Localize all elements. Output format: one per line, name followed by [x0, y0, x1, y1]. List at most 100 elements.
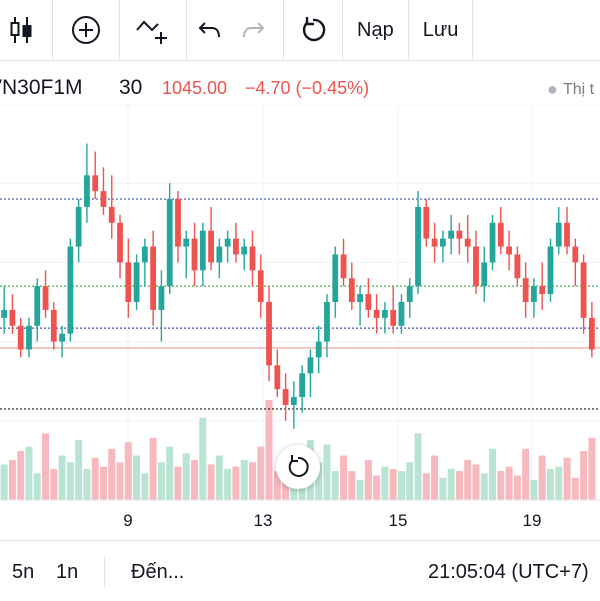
- candle-body: [166, 199, 173, 287]
- x-axis-tick-label: 9: [123, 511, 132, 530]
- volume-bar: [50, 468, 58, 500]
- candle-body: [1, 309, 8, 318]
- top-toolbar: Nạp Lưu: [0, 0, 600, 61]
- volume-bar: [397, 471, 405, 500]
- candle-body: [456, 230, 463, 239]
- candle-body: [431, 238, 438, 247]
- add-indicator-icon[interactable]: [53, 0, 119, 60]
- candle-body: [348, 278, 355, 302]
- toolbar-divider: [283, 0, 284, 60]
- clock-timezone[interactable]: 21:05:04 (UTC+7): [428, 561, 589, 583]
- market-status: Thị t: [563, 81, 595, 98]
- x-axis-tick-label: 15: [389, 511, 408, 530]
- candle-body: [117, 222, 123, 263]
- reset-view-icon: [288, 455, 309, 477]
- volume-bar: [431, 455, 439, 500]
- market-status-dot-icon: ●: [547, 79, 558, 99]
- volume-bar: [513, 475, 521, 500]
- reload-button[interactable]: Nạp: [357, 18, 394, 41]
- go-to-date-button[interactable]: Đến...: [131, 561, 185, 583]
- toolbar-divider: [407, 0, 409, 60]
- volume-bar: [530, 480, 538, 500]
- price-change: −4.70 (−0.45%): [245, 78, 370, 98]
- volume-bar: [455, 471, 463, 500]
- candle-body: [266, 302, 272, 366]
- volume-bar: [25, 446, 33, 500]
- candle-body: [216, 246, 223, 263]
- redo-icon[interactable]: [233, 0, 273, 60]
- volume-bar: [265, 400, 273, 500]
- volume-bar: [248, 462, 256, 500]
- volume-bar: [207, 464, 215, 500]
- candle-body: [92, 175, 99, 192]
- toolbar-divider: [52, 0, 53, 60]
- volume-bar: [563, 457, 571, 500]
- volume-bar: [406, 462, 414, 500]
- volume-bar: [389, 468, 397, 500]
- volume-bar: [116, 462, 124, 500]
- volume-bar: [83, 468, 91, 500]
- candle-body: [34, 286, 41, 326]
- range-1d-button[interactable]: 1n: [56, 561, 79, 583]
- volume-bar: [58, 455, 66, 500]
- toolbar-divider: [119, 0, 120, 60]
- candle-body: [199, 230, 206, 271]
- volume-bar: [282, 475, 290, 500]
- reset-chart-button[interactable]: [276, 445, 320, 489]
- horizontal-lines: [0, 198, 600, 410]
- save-button[interactable]: Lưu: [422, 18, 459, 41]
- candle-body: [423, 206, 430, 239]
- volume-bar: [522, 448, 530, 500]
- candle-body: [514, 254, 521, 279]
- volume-bar: [472, 464, 480, 500]
- indicators-icon[interactable]: [120, 0, 186, 60]
- candle-body: [67, 246, 74, 334]
- range-5d-button[interactable]: 5n: [12, 561, 35, 583]
- candle-body: [473, 246, 479, 287]
- candle-body: [59, 333, 65, 342]
- volume-bar: [17, 451, 25, 500]
- volume-bar: [215, 455, 223, 500]
- candle-body: [547, 246, 554, 295]
- candle-body: [26, 325, 32, 350]
- symbol-name[interactable]: VN30F1M: [0, 76, 83, 99]
- volume-bar: [141, 473, 149, 500]
- candle-body: [448, 230, 455, 239]
- candle-body: [158, 286, 165, 310]
- last-price: 1045.00: [162, 78, 228, 98]
- candle-body: [241, 246, 248, 255]
- candle-body: [141, 246, 148, 263]
- candle-body: [233, 238, 239, 255]
- volume-bar: [464, 460, 472, 500]
- candle-body: [555, 222, 562, 247]
- volume-bar: [166, 446, 174, 500]
- candle-body: [464, 238, 471, 247]
- volume-bar: [149, 437, 157, 500]
- volume-bar: [257, 446, 265, 500]
- candle-body: [324, 302, 330, 342]
- candle-body: [249, 246, 256, 271]
- volume-bar: [364, 460, 372, 500]
- candle-body: [439, 238, 446, 247]
- volume-bar: [588, 437, 596, 500]
- x-axis: 9 13 15 19: [0, 499, 600, 530]
- reset-icon[interactable]: [284, 0, 342, 60]
- candle-body: [307, 357, 314, 374]
- candle-body: [365, 294, 372, 310]
- candle-body: [382, 309, 388, 318]
- price-chart[interactable]: 9 13 15 19: [0, 104, 600, 540]
- volume-bars: [0, 400, 596, 500]
- volume-bar: [99, 466, 107, 500]
- candle-body: [257, 270, 264, 302]
- candle-body: [282, 389, 289, 405]
- candlestick-chart-type-icon[interactable]: [0, 0, 42, 60]
- symbol-interval[interactable]: 30: [119, 76, 143, 99]
- candle-body: [489, 222, 496, 263]
- volume-bar: [124, 442, 132, 500]
- undo-icon[interactable]: [187, 0, 233, 60]
- candles: [1, 143, 595, 429]
- candle-body: [580, 262, 587, 318]
- candle-body: [332, 254, 339, 302]
- volume-bar: [157, 462, 165, 500]
- volume-bar: [538, 455, 546, 500]
